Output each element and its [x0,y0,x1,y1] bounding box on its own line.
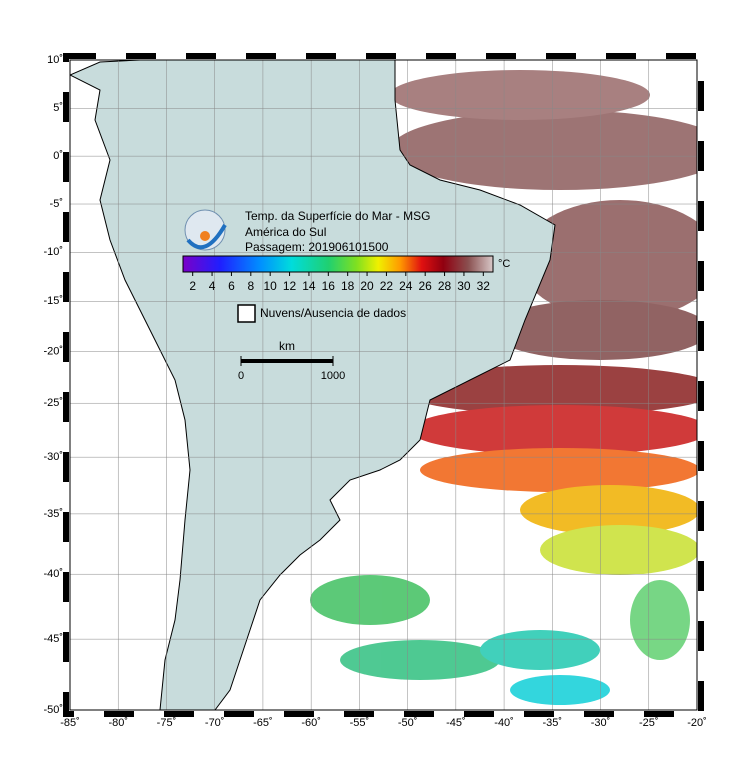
lon-tick-label: -20˚ [687,717,707,729]
lat-tick-label: -10˚ [43,246,63,258]
lat-tick-label: -35˚ [43,508,63,520]
no-data-swatch [237,304,256,323]
colorbar-tick-label: 18 [341,279,355,293]
scale-bar [241,359,333,363]
colorbar-tick-label: 28 [438,279,452,293]
lon-tick-label: -80˚ [108,717,128,729]
colorbar-unit: °C [498,258,510,270]
legend-title: Temp. da Superfície do Mar - MSG [245,209,430,223]
colorbar-tick-label: 2 [189,279,196,293]
lat-tick-label: -20˚ [43,345,63,357]
lat-tick-label: -25˚ [43,397,63,409]
lon-tick-label: -35˚ [543,717,563,729]
lon-tick-label: -65˚ [253,717,273,729]
colorbar-tick-label: 32 [477,279,491,293]
no-data-label: Nuvens/Ausencia de dados [260,306,406,320]
logo [184,209,227,251]
colorbar-tick-label: 14 [302,279,316,293]
lat-tick-label: 5˚ [53,102,63,114]
sst-patches [310,70,697,705]
colorbar-tick-label: 4 [209,279,216,293]
lon-tick-label: -40˚ [494,717,514,729]
colorbar-tick-label: 26 [419,279,433,293]
lat-tick-label: -15˚ [43,295,63,307]
colorbar-tick-label: 12 [283,279,297,293]
lon-tick-label: -30˚ [591,717,611,729]
lat-tick-label: -50˚ [43,704,63,716]
lat-tick-label: -30˚ [43,451,63,463]
lat-tick-label: -45˚ [43,633,63,645]
colorbar-tick-label: 10 [264,279,278,293]
scale-unit: km [279,339,295,353]
lon-tick-label: -50˚ [398,717,418,729]
legend-subtitle: América do Sul [245,225,326,239]
lat-tick-label: 0˚ [53,150,63,162]
lon-tick-label: -85˚ [60,717,80,729]
colorbar-tick-label: 24 [399,279,413,293]
lon-tick-label: -70˚ [205,717,225,729]
colorbar-tick-label: 8 [247,279,254,293]
colorbar-tick-label: 16 [322,279,336,293]
lon-tick-label: -75˚ [157,717,177,729]
colorbar-tick-label: 20 [360,279,374,293]
colorbar [182,255,494,273]
map-area [70,60,697,710]
lon-tick-label: -60˚ [301,717,321,729]
colorbar-tick-label: 6 [228,279,235,293]
lat-tick-label: -40˚ [43,568,63,580]
colorbar-tick-label: 22 [380,279,394,293]
lat-tick-label: 10˚ [47,54,63,66]
lat-tick-label: -5˚ [50,198,63,210]
scale-tick-label: 0 [238,370,244,382]
frame-border [63,53,704,717]
frame [69,59,698,711]
legend-date: Passagem: 201906101500 [245,240,389,254]
lon-tick-label: -25˚ [639,717,659,729]
lon-tick-label: -45˚ [446,717,466,729]
graticule [70,60,697,710]
lon-tick-label: -55˚ [350,717,370,729]
colorbar-tick-label: 30 [457,279,471,293]
scale-tick-label: 1000 [321,370,345,382]
